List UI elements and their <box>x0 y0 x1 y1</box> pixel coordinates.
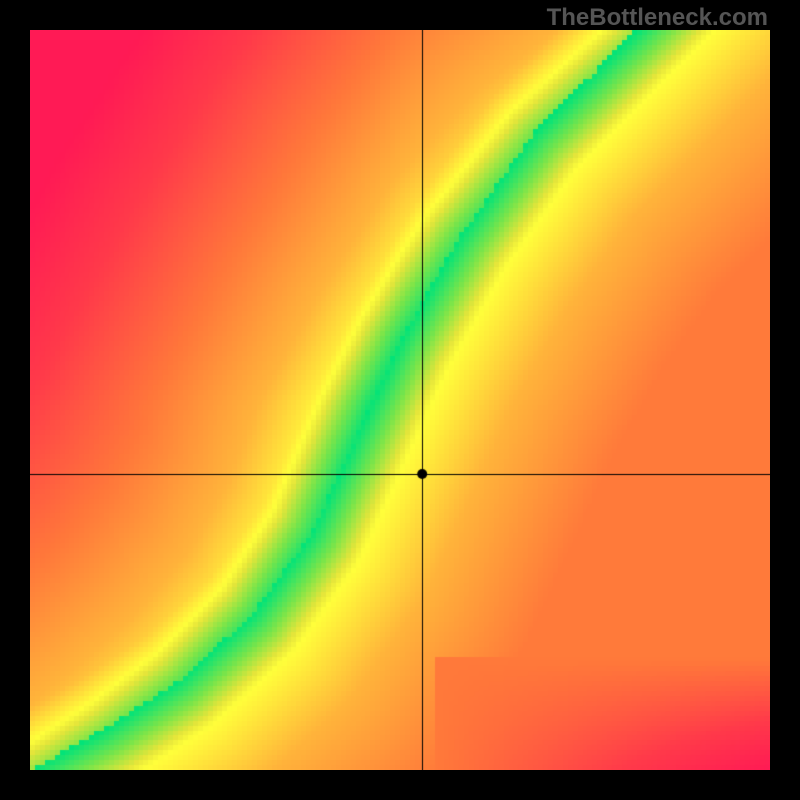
chart-container: TheBottleneck.com <box>0 0 800 800</box>
watermark-text: TheBottleneck.com <box>547 4 768 32</box>
bottleneck-heatmap <box>30 30 770 770</box>
